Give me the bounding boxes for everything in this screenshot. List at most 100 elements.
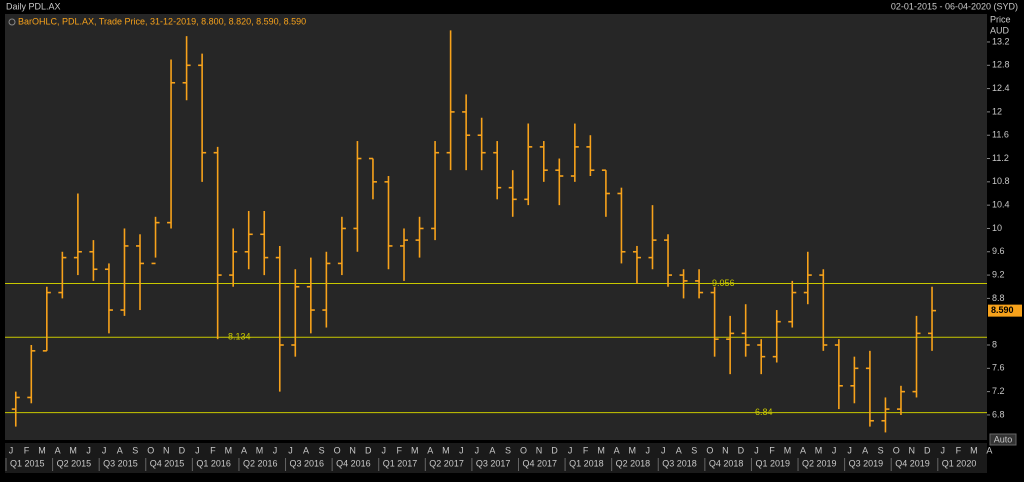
quarter-label: Q1 2017 <box>383 458 418 468</box>
quarter-label: Q2 2019 <box>802 458 837 468</box>
reference-line-label: 9.056 <box>712 278 735 288</box>
x-tick-label: D <box>924 445 931 455</box>
y-tick-label: 6.8 <box>992 409 1005 419</box>
date-range: 02-01-2015 - 06-04-2020 (SYD) <box>891 1 1018 11</box>
quarter-label: Q1 2020 <box>942 458 977 468</box>
x-tick-label: J <box>273 445 278 455</box>
x-tick-label: J <box>661 445 666 455</box>
quarter-label: Q3 2016 <box>290 458 325 468</box>
x-tick-label: J <box>475 445 480 455</box>
x-tick-label: S <box>505 445 511 455</box>
x-tick-label: M <box>970 445 978 455</box>
x-tick-label: M <box>225 445 233 455</box>
legend-icon <box>8 18 16 26</box>
x-tick-label: A <box>800 445 806 455</box>
y-tick-label: 9.2 <box>992 269 1005 279</box>
y-tick-label: 7.6 <box>992 363 1005 373</box>
x-tick-label: F <box>769 445 775 455</box>
x-tick-label: J <box>645 445 650 455</box>
y-tick-label: 8.8 <box>992 293 1005 303</box>
x-axis-area <box>5 443 987 473</box>
y-tick-label: 10.4 <box>992 200 1010 210</box>
x-tick-label: J <box>288 445 293 455</box>
y-tick-label: 11.2 <box>992 153 1009 163</box>
x-tick-label: O <box>334 445 341 455</box>
quarter-label: Q4 2018 <box>709 458 744 468</box>
y-tick-label: 12.8 <box>992 60 1010 70</box>
reference-line-label: 8.134 <box>228 332 251 342</box>
x-tick-label: M <box>411 445 419 455</box>
x-tick-label: O <box>893 445 900 455</box>
y-tick-label: 11.6 <box>992 130 1009 140</box>
x-tick-label: J <box>941 445 946 455</box>
quarter-label: Q3 2017 <box>476 458 511 468</box>
x-tick-label: J <box>86 445 91 455</box>
y-tick-label: 13.2 <box>992 36 1010 46</box>
quarter-label: Q4 2017 <box>522 458 557 468</box>
x-tick-label: M <box>784 445 792 455</box>
x-tick-label: D <box>738 445 745 455</box>
auto-button-label[interactable]: Auto <box>994 434 1013 444</box>
quarter-label: Q1 2019 <box>755 458 790 468</box>
y-tick-label: 10.8 <box>992 176 1010 186</box>
x-tick-label: J <box>102 445 107 455</box>
auto-button[interactable] <box>989 433 1017 446</box>
quarter-label: Q2 2017 <box>429 458 464 468</box>
legend: BarOHLC, PDL.AX, Trade Price, 31-12-2019… <box>18 16 306 26</box>
x-tick-label: A <box>986 445 992 455</box>
quarter-label: Q4 2015 <box>150 458 185 468</box>
x-tick-label: N <box>722 445 729 455</box>
x-tick-label: S <box>319 445 325 455</box>
x-tick-label: J <box>832 445 837 455</box>
x-tick-label: A <box>676 445 682 455</box>
x-tick-label: J <box>9 445 14 455</box>
x-tick-label: J <box>754 445 759 455</box>
reference-line-label: 6.84 <box>755 407 773 417</box>
quarter-label: Q1 2015 <box>10 458 45 468</box>
x-tick-label: A <box>241 445 247 455</box>
last-price-box <box>988 304 1022 317</box>
y-tick-label: 10 <box>992 223 1002 233</box>
x-tick-label: J <box>459 445 464 455</box>
x-tick-label: O <box>706 445 713 455</box>
x-tick-label: J <box>195 445 200 455</box>
quarter-label: Q2 2018 <box>616 458 651 468</box>
x-tick-label: F <box>24 445 30 455</box>
x-tick-label: F <box>583 445 589 455</box>
x-tick-label: M <box>815 445 823 455</box>
quarter-label: Q4 2016 <box>336 458 371 468</box>
quarter-label: Q3 2018 <box>662 458 697 468</box>
quarter-label: Q4 2019 <box>895 458 930 468</box>
chart-title: Daily PDL.AX <box>6 1 61 11</box>
x-tick-label: S <box>132 445 138 455</box>
x-tick-label: D <box>551 445 558 455</box>
x-tick-label: S <box>691 445 697 455</box>
x-tick-label: N <box>536 445 543 455</box>
x-tick-label: O <box>147 445 154 455</box>
y-tick-label: 7.2 <box>992 386 1005 396</box>
x-tick-label: N <box>908 445 915 455</box>
x-tick-label: D <box>365 445 372 455</box>
x-tick-label: O <box>520 445 527 455</box>
x-tick-label: A <box>427 445 433 455</box>
y-tick-label: 12.4 <box>992 83 1010 93</box>
x-tick-label: A <box>614 445 620 455</box>
quarter-label: Q2 2016 <box>243 458 278 468</box>
x-tick-label: D <box>179 445 186 455</box>
x-tick-label: A <box>303 445 309 455</box>
quarter-label: Q3 2015 <box>103 458 138 468</box>
y-axis-unit: AUD <box>990 25 1010 35</box>
x-tick-label: F <box>210 445 216 455</box>
x-tick-label: M <box>38 445 46 455</box>
plot-area <box>5 14 987 440</box>
quarter-label: Q1 2018 <box>569 458 604 468</box>
x-tick-label: A <box>862 445 868 455</box>
x-tick-label: N <box>163 445 170 455</box>
x-tick-label: J <box>381 445 386 455</box>
x-tick-label: M <box>628 445 636 455</box>
quarter-label: Q2 2015 <box>57 458 92 468</box>
y-axis-label: Price <box>990 14 1011 24</box>
x-tick-label: M <box>256 445 264 455</box>
y-tick-label: 8 <box>992 339 997 349</box>
